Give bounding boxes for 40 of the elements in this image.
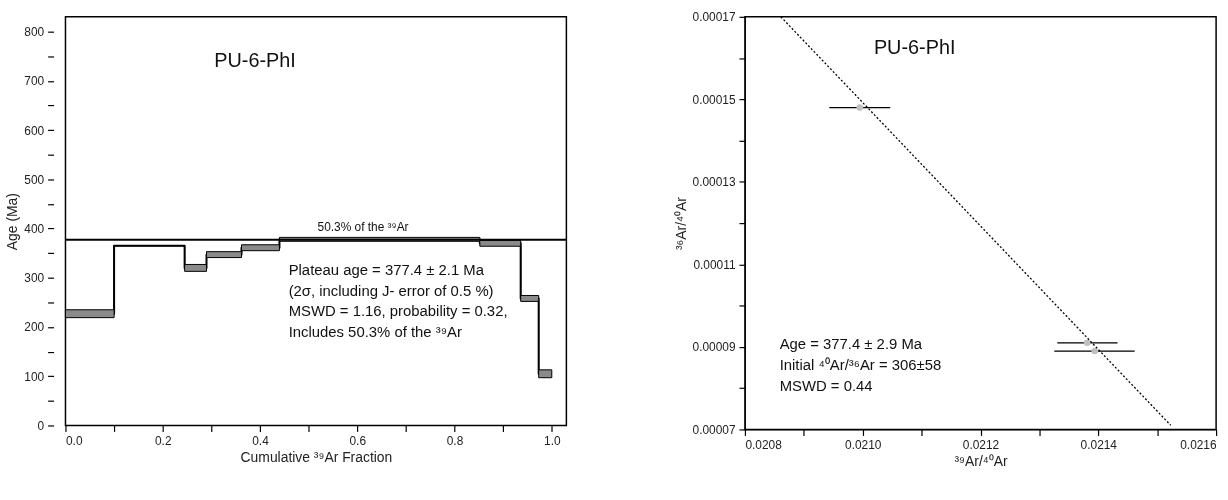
annotation: Includes 50.3% of the ³⁹Ar — [288, 324, 462, 341]
x-tick-label: 0.0216 — [1180, 437, 1217, 452]
y-tick-label: 0.00015 — [692, 92, 736, 107]
y-tick-label: 0 — [37, 418, 45, 433]
y-tick-label: 200 — [24, 320, 45, 335]
x-tick-label: 0.8 — [446, 433, 464, 448]
y-axis-title: ³⁶Ar/⁴⁰Ar — [672, 196, 689, 251]
annotation: Plateau age = 377.4 ± 2.1 Ma — [288, 261, 485, 278]
text: PU-6-PhI — [214, 49, 296, 72]
x-tick-label: 0.0 — [65, 433, 83, 448]
y-tick-label: 300 — [24, 271, 45, 286]
x-tick-label: 0.0208 — [745, 437, 783, 452]
x-tick-label: 0.6 — [349, 433, 367, 448]
y-tick-label: 400 — [24, 221, 45, 236]
y-tick-label: 500 — [24, 172, 45, 187]
x-tick-label: 0.4 — [252, 433, 270, 448]
annotation: Initial ⁴⁰Ar/³⁶Ar = 306±58 — [779, 356, 942, 373]
x-axis-title: Cumulative ³⁹Ar Fraction — [240, 448, 393, 465]
y-tick-label: 0.00013 — [692, 175, 736, 190]
y-tick-label: 600 — [24, 123, 45, 138]
y-tick-label: 700 — [24, 74, 45, 89]
x-tick-label: 0.2 — [154, 433, 172, 448]
annotation: MSWD = 1.16, probability = 0.32, — [288, 303, 508, 320]
x-tick-label: 0.0210 — [845, 437, 882, 452]
y-tick-label: 0.00011 — [693, 257, 736, 272]
y-tick-label: 0.00017 — [692, 10, 736, 25]
x-tick-label: 0.0212 — [962, 437, 1000, 452]
annotation: (2σ, including J- error of 0.5 %) — [288, 282, 494, 299]
y-axis-title: Age (Ma) — [4, 193, 21, 251]
text: PU-6-PhI — [873, 36, 956, 59]
x-axis-title: ³⁹Ar/⁴⁰Ar — [954, 452, 1008, 469]
y-tick-label: 100 — [24, 369, 45, 384]
y-tick-label: 0.00009 — [692, 340, 736, 355]
annotation: Age = 377.4 ± 2.9 Ma — [779, 336, 923, 353]
y-tick-label: 800 — [24, 25, 45, 40]
annotation: 50.3% of the ³⁹Ar — [317, 220, 409, 235]
annotation: MSWD = 0.44 — [779, 377, 873, 394]
x-tick-label: 0.0214 — [1080, 437, 1118, 452]
x-tick-label: 1.0 — [544, 433, 561, 448]
y-tick-label: 0.00007 — [692, 422, 736, 437]
